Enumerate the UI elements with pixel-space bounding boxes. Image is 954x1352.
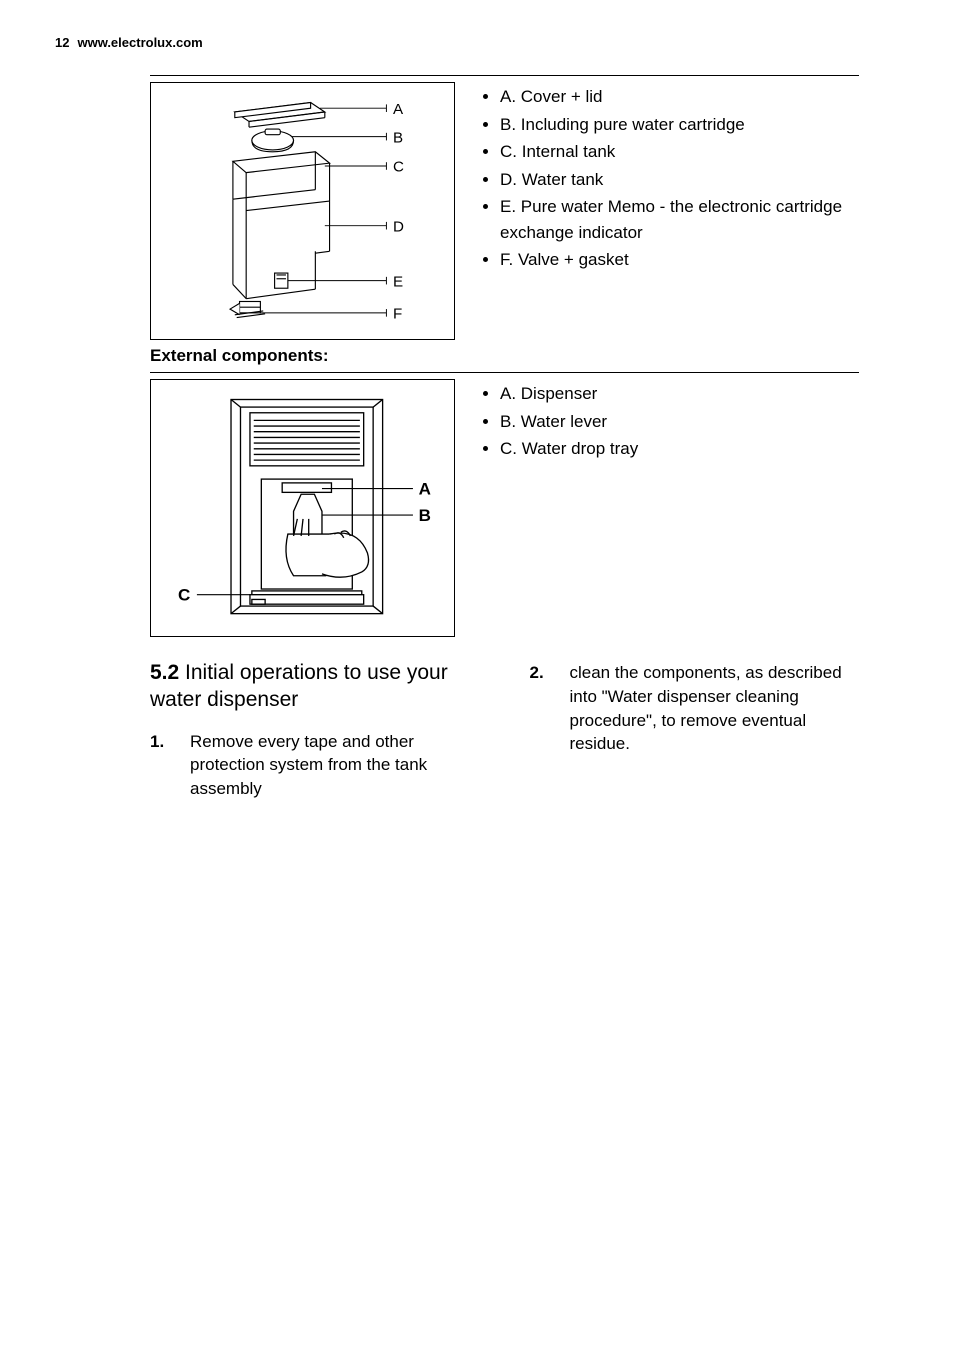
subsection-heading: 5.2 Initial operations to use your water… [150,659,480,714]
diagram2-label-a: A [419,479,431,498]
list-item: E. Pure water Memo - the electronic cart… [500,194,859,245]
list-item: C. Water drop tray [500,436,859,462]
dispenser-diagram: A B C [159,388,448,628]
external-components-row: A B C A. Dispenser B. Water lever C. Wat… [150,373,859,637]
diagram2-label-b: B [419,506,431,525]
diagram2-label-c: C [178,585,190,604]
external-components-heading: External components: [150,346,859,366]
list-item: C. Internal tank [500,139,859,165]
steps-left: Remove every tape and other protection s… [150,730,480,801]
diagram1-label-b: B [393,129,403,146]
diagram1-label-d: D [393,218,404,235]
header-url: www.electrolux.com [77,35,202,50]
step-item: Remove every tape and other protection s… [150,730,480,801]
list-item: B. Water lever [500,409,859,435]
step-item: clean the components, as described into … [530,661,860,756]
external-components-list: A. Dispenser B. Water lever C. Water dro… [480,381,859,462]
diagram1-label-c: C [393,159,404,176]
internal-components-row: A B C D E F A. Cover + lid B. Including … [150,76,859,340]
diagram1-label-e: E [393,273,403,290]
list-item: B. Including pure water cartridge [500,112,859,138]
list-item: D. Water tank [500,167,859,193]
steps-right: clean the components, as described into … [530,661,860,756]
subsection-row: 5.2 Initial operations to use your water… [150,647,859,807]
internal-components-list: A. Cover + lid B. Including pure water c… [480,84,859,273]
diagram1-label-f: F [393,306,402,323]
subsection-number: 5.2 [150,661,179,684]
exploded-tank-diagram: A B C D E F [159,91,448,331]
subsection-title: Initial operations to use your water dis… [150,661,448,711]
page-number: 12 [55,35,69,50]
page-header: 12 www.electrolux.com [55,35,899,50]
internal-components-figure: A B C D E F [150,82,455,340]
list-item: A. Cover + lid [500,84,859,110]
diagram1-label-a: A [393,101,404,118]
list-item: A. Dispenser [500,381,859,407]
list-item: F. Valve + gasket [500,247,859,273]
external-components-figure: A B C [150,379,455,637]
